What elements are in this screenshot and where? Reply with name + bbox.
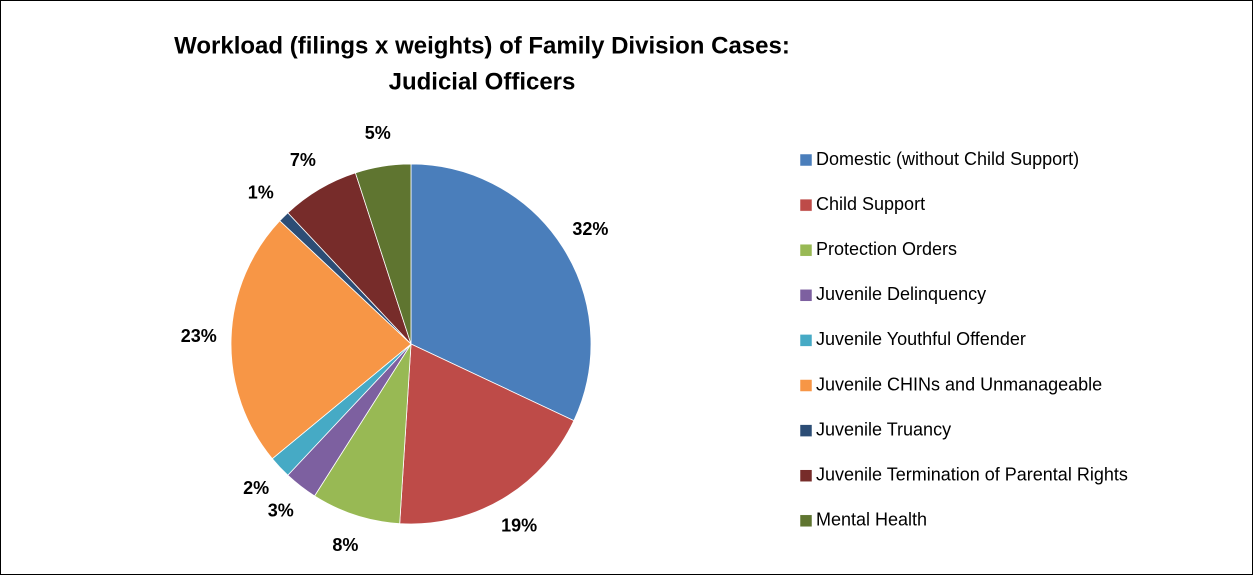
data-label: 3% <box>268 501 294 521</box>
pie-slice <box>313 343 412 525</box>
legend-marker <box>799 424 813 437</box>
data-label: 8% <box>332 535 358 555</box>
legend-marker <box>799 514 813 528</box>
legend-marker <box>799 469 813 482</box>
data-label: 19% <box>501 516 537 536</box>
legend-label: Protection Orders <box>816 239 957 259</box>
pie-slice <box>230 220 412 460</box>
legend-marker <box>799 334 813 347</box>
legend-marker <box>799 379 813 392</box>
data-label: 5% <box>365 123 391 143</box>
legend-marker <box>799 243 813 257</box>
legend-label: Domestic (without Child Support) <box>816 149 1079 169</box>
data-label: 7% <box>290 150 316 170</box>
data-label: 32% <box>572 219 608 239</box>
legend-marker <box>799 289 813 302</box>
data-label: 2% <box>243 478 269 498</box>
legend-label: Juvenile CHINs and Unmanageable <box>816 374 1102 394</box>
data-label: 1% <box>248 183 274 203</box>
legend-label: Juvenile Youthful Offender <box>816 329 1026 349</box>
legend-label: Child Support <box>816 194 925 214</box>
legend-label: Juvenile Termination of Parental Rights <box>816 464 1128 484</box>
data-label: 23% <box>181 326 217 346</box>
legend-marker <box>799 153 813 167</box>
legend-label: Juvenile Truancy <box>816 419 951 439</box>
legend-label: Mental Health <box>816 510 927 530</box>
legend-marker <box>799 198 813 212</box>
chart-title: Workload (filings x weights) of Family D… <box>174 32 790 59</box>
pie-slice <box>354 163 412 345</box>
pie-slice <box>399 343 575 525</box>
legend-label: Juvenile Delinquency <box>816 284 986 304</box>
pie-slice <box>410 163 592 422</box>
chart-title: Judicial Officers <box>389 68 576 95</box>
